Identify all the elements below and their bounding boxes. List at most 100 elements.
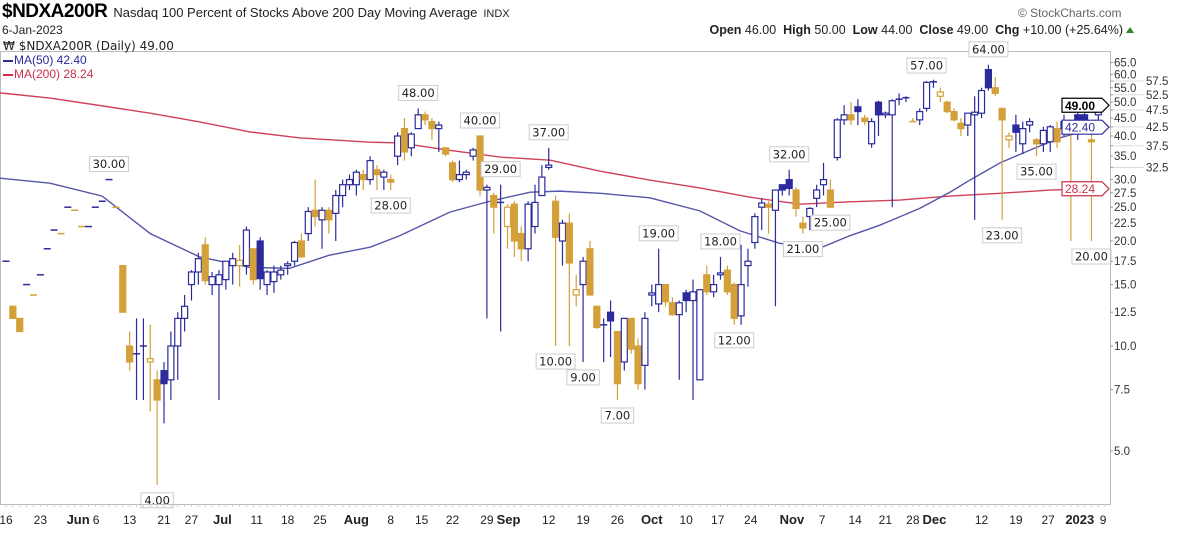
candle xyxy=(160,361,168,424)
price-annotation: 64.00 xyxy=(968,41,1009,58)
candle xyxy=(517,226,525,262)
candle xyxy=(126,331,134,371)
x-tick-label: 23 xyxy=(34,513,48,527)
candle xyxy=(421,111,429,126)
candle-body xyxy=(325,209,333,221)
annotation-label: 7.00 xyxy=(605,409,631,423)
candle xyxy=(339,179,347,208)
annotation-box xyxy=(566,369,600,386)
candle-body xyxy=(744,260,752,267)
candle xyxy=(1053,121,1061,148)
x-tick-label: 13 xyxy=(123,513,137,527)
annotation-label: 23.00 xyxy=(986,228,1019,242)
candle-body xyxy=(634,345,642,385)
candle-body xyxy=(339,184,347,197)
price-annotation: 19.00 xyxy=(638,225,679,242)
candle-body xyxy=(263,271,271,286)
candle xyxy=(167,331,175,401)
candle-body xyxy=(655,283,663,305)
candle xyxy=(565,213,573,346)
candle xyxy=(895,93,903,106)
candle-body xyxy=(462,171,470,176)
candle-body xyxy=(256,240,264,280)
price-marker: 42.40 xyxy=(1061,119,1110,135)
candle-body xyxy=(380,171,388,178)
candle-body xyxy=(984,69,993,89)
x-tick-label: 10 xyxy=(679,513,693,527)
candle-body xyxy=(593,305,601,329)
y-tick-label: 45.0 xyxy=(1114,113,1136,125)
candle xyxy=(579,256,587,362)
candle xyxy=(634,338,642,390)
y-tick-label: 17.5 xyxy=(1114,256,1136,268)
y-tick-label: 27.5 xyxy=(1114,188,1136,200)
candle xyxy=(174,312,182,380)
candle xyxy=(833,118,841,161)
candle-body xyxy=(737,283,745,317)
candle-body xyxy=(311,209,319,218)
candle xyxy=(1012,114,1020,152)
candle-body xyxy=(888,100,896,116)
candle xyxy=(400,118,409,161)
candle-body xyxy=(950,110,958,121)
candle xyxy=(222,260,230,290)
candle-body xyxy=(414,114,422,130)
annotation-label: 25.00 xyxy=(814,216,847,230)
candle xyxy=(936,87,944,103)
annotation-label: 32.00 xyxy=(773,147,806,161)
annotation-box xyxy=(480,161,521,178)
annotation-label: 9.00 xyxy=(570,370,596,384)
y-tick-label: 32.5 xyxy=(1146,162,1168,174)
candle-body xyxy=(352,171,360,186)
candle xyxy=(235,244,244,287)
price-annotation: 30.00 xyxy=(89,156,130,173)
candle-body xyxy=(799,222,807,229)
y-tick-label: 12.5 xyxy=(1114,307,1136,319)
price-annotation: 35.00 xyxy=(1016,163,1057,180)
chart-legend: ₩ $NDXA200R (Daily) 49.00 MA(50) 42.40 M… xyxy=(3,39,174,81)
x-tick-label: 28 xyxy=(906,513,920,527)
candle-body xyxy=(1005,135,1013,141)
candle-body xyxy=(998,107,1006,121)
price-annotation: 32.00 xyxy=(769,146,810,163)
price-annotation: 40.00 xyxy=(460,112,501,129)
candle-body xyxy=(606,311,615,322)
candle xyxy=(799,216,807,234)
chart-date: 6-Jan-2023 xyxy=(2,23,63,37)
candle xyxy=(696,289,704,381)
x-tick-label: 6 xyxy=(93,513,100,527)
y-tick-label: 22.5 xyxy=(1114,218,1136,230)
candle-body xyxy=(366,160,374,181)
candle xyxy=(249,248,257,285)
annotation-box xyxy=(638,225,679,242)
candle xyxy=(242,226,251,275)
candle xyxy=(819,162,828,196)
price-annotation: 18.00 xyxy=(700,233,741,250)
copyright-link[interactable]: © StockCharts.com xyxy=(1018,6,1122,20)
candle xyxy=(991,77,999,97)
x-tick-label: Aug xyxy=(344,512,369,527)
annotation-box xyxy=(89,156,130,173)
candle xyxy=(854,99,862,126)
candle-body xyxy=(881,112,889,116)
candle xyxy=(215,270,223,401)
candle-body xyxy=(242,229,251,267)
candle-body xyxy=(613,330,622,385)
x-tick-label: 16 xyxy=(0,513,13,527)
candle-body xyxy=(119,265,127,313)
x-tick-label: 24 xyxy=(744,513,758,527)
y-tick-label: 7.5 xyxy=(1114,385,1130,397)
candle xyxy=(490,192,498,234)
price-annotation: 20.00 xyxy=(1071,248,1112,265)
candle-body xyxy=(9,305,17,319)
candle xyxy=(655,248,663,313)
candle xyxy=(661,283,670,307)
candle xyxy=(435,121,443,152)
candle-body xyxy=(167,345,175,381)
candle xyxy=(929,79,937,88)
candle xyxy=(545,147,553,170)
candle xyxy=(119,265,127,313)
price-annotation: 28.00 xyxy=(370,197,411,214)
candle xyxy=(710,274,718,298)
price-marker-label: 42.40 xyxy=(1065,121,1095,135)
